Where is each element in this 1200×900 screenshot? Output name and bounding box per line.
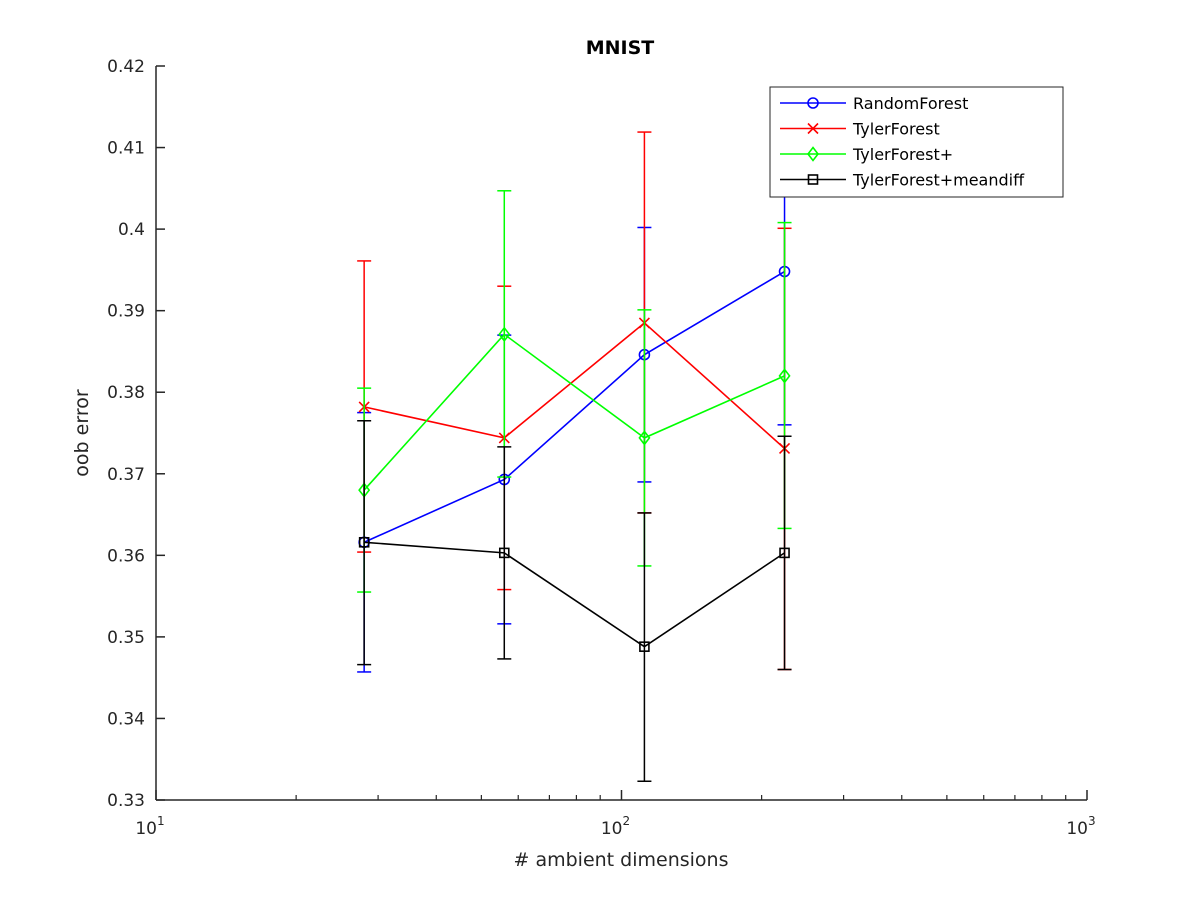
x-tick-label: 101 <box>135 814 164 839</box>
data-point <box>807 122 819 135</box>
series-tylerforest- <box>357 190 792 593</box>
x-ticks: 101 102 103 <box>135 790 1096 839</box>
legend-label: TylerForest+ <box>852 145 953 164</box>
series-line <box>364 541 785 648</box>
axes: 101 102 103 0.330.340.350.360.370.380.390.… <box>107 57 1096 839</box>
y-tick-label: 0.33 <box>107 791 145 811</box>
data-point <box>778 368 791 384</box>
legend-item: TylerForest+ <box>780 145 953 164</box>
legend-item: RandomForest <box>780 94 968 113</box>
data-point <box>498 547 510 559</box>
legend-item: TylerForest <box>780 120 940 139</box>
legend-label: TylerForest <box>852 120 940 139</box>
legend: RandomForest TylerForest TylerForest+ Tyler… <box>769 86 1064 198</box>
data-point <box>807 97 819 109</box>
legend-box <box>769 86 1064 198</box>
legend-label: TylerForest+meandiff <box>852 171 1025 190</box>
data-point <box>639 641 650 652</box>
x-tick-label: 103 <box>1066 814 1095 839</box>
series-line <box>363 270 785 544</box>
y-tick-label: 0.42 <box>107 57 145 77</box>
x-tick-label: 102 <box>601 814 630 839</box>
chart-title: MNIST <box>586 37 655 59</box>
y-tick-label: 0.41 <box>107 139 145 159</box>
y-ticks: 0.33 0.34 0.35 0.36 0.37 0.38 0.39 0.4 0.41 0.42 <box>107 57 165 811</box>
y-tick-label: 0.4 <box>118 220 145 240</box>
data-point <box>358 536 370 548</box>
x-tick-exponent: 2 <box>623 814 631 828</box>
y-tick-label: 0.35 <box>107 628 145 648</box>
data-point <box>806 146 820 162</box>
y-tick-label: 0.34 <box>107 709 145 729</box>
y-tick-label: 0.39 <box>107 302 145 322</box>
legend-label: RandomForest <box>853 94 968 113</box>
data-point <box>498 326 511 343</box>
x-tick-base: 10 <box>1066 819 1088 839</box>
series-tylerforest-meandiff <box>357 420 792 782</box>
x-tick-exponent: 1 <box>157 814 165 828</box>
data-point <box>779 547 790 559</box>
x-axis-label: # ambient dimensions <box>514 849 729 871</box>
x-tick-base: 10 <box>601 819 623 839</box>
y-axis-label: oob error <box>71 389 93 477</box>
data-point <box>638 430 651 446</box>
plot-area <box>357 117 792 782</box>
y-tick-label: 0.38 <box>107 383 145 403</box>
series-line <box>363 321 786 450</box>
series-randomforest <box>357 117 792 673</box>
x-tick-exponent: 3 <box>1088 814 1096 828</box>
y-tick-label: 0.37 <box>107 465 145 485</box>
data-point <box>807 174 819 185</box>
y-tick-label: 0.36 <box>107 546 145 566</box>
series-line <box>363 333 785 491</box>
legend-item: TylerForest+meandiff <box>780 171 1025 190</box>
x-tick-base: 10 <box>135 819 157 839</box>
legend-items: RandomForest TylerForest TylerForest+ Tyler… <box>780 94 1025 190</box>
